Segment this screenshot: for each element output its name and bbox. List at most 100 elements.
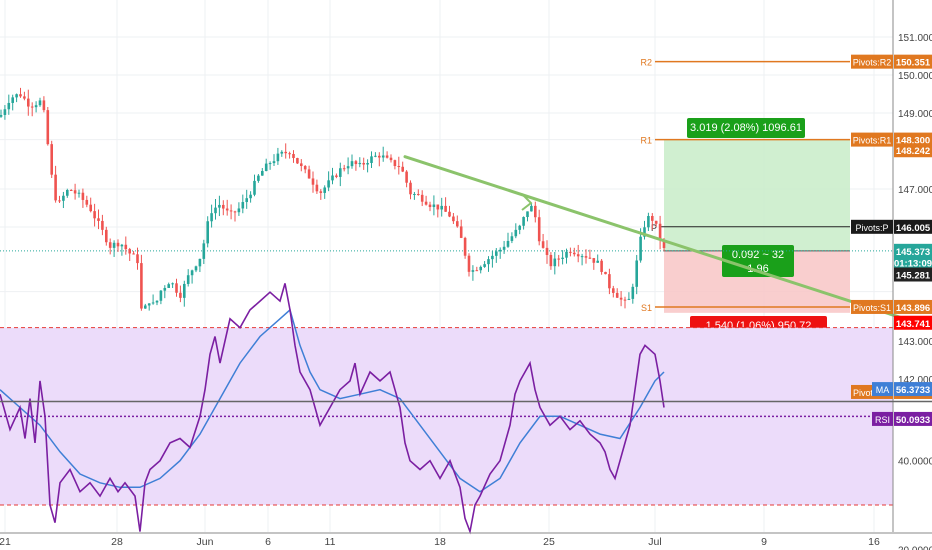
candle-body — [0, 114, 3, 117]
candle-body — [413, 193, 416, 195]
candle-body — [658, 223, 662, 240]
candle-body — [42, 100, 46, 111]
target-label[interactable]: 3.019 (2.08%) 1096.61 — [687, 118, 805, 138]
candle-body — [452, 216, 455, 222]
candle-body — [89, 204, 92, 212]
candle-body — [27, 98, 30, 107]
candle-body — [381, 155, 385, 158]
candle-body — [615, 292, 619, 298]
candle-body — [155, 300, 159, 303]
rsi-line[interactable] — [0, 283, 665, 535]
candle-body — [73, 190, 77, 194]
candle-body — [163, 287, 167, 291]
candle-body — [444, 205, 447, 212]
candlesticks[interactable] — [0, 87, 666, 311]
candle-body — [378, 155, 381, 158]
candle-body — [272, 161, 276, 164]
candle-body — [311, 178, 315, 185]
axis-label-value-bg — [894, 243, 932, 258]
candle-body — [151, 302, 155, 304]
candle-body — [619, 297, 623, 300]
candle-body — [303, 166, 307, 170]
axis-label: 143.741 — [894, 315, 932, 330]
candle-body — [261, 170, 264, 176]
axis-label: 145.281 — [894, 267, 932, 282]
price-axis-tick: 147.000 — [898, 185, 932, 196]
ma-tag-value-bg — [894, 382, 932, 397]
axis-label-value: 145.373 — [896, 247, 930, 258]
candle-body — [58, 200, 61, 202]
time-axis-tick: 9 — [761, 536, 767, 548]
candle-body — [526, 211, 529, 218]
candle-body — [389, 157, 393, 161]
candle-body — [639, 236, 642, 261]
candle-body — [97, 218, 100, 221]
candle-body — [342, 168, 346, 170]
axis-label-name: Pivots:R1 — [853, 136, 892, 146]
ma-tag-name-bg — [872, 382, 893, 397]
candle-body — [292, 153, 295, 159]
price-axis-tick: 149.000 — [898, 109, 932, 120]
candle-body — [592, 258, 596, 263]
candle-body — [159, 290, 163, 301]
candle-body — [417, 193, 420, 195]
candle-body — [448, 211, 451, 217]
axis-label-value-bg — [894, 255, 932, 270]
candle-body — [463, 237, 467, 256]
candle-body — [167, 284, 170, 288]
candle-body — [627, 298, 631, 300]
candle-body — [623, 299, 627, 301]
candle-body — [374, 155, 377, 157]
axis-label-value: 01:13:09 — [894, 259, 932, 270]
axis-label-value: 150.351 — [896, 58, 931, 69]
candle-body — [249, 194, 252, 199]
candle-body — [128, 249, 131, 254]
candle-body — [268, 163, 272, 165]
candle-body — [280, 151, 284, 154]
candle-body — [662, 239, 666, 249]
candle-body — [202, 243, 206, 259]
trendline[interactable] — [403, 155, 932, 330]
candle-body — [584, 256, 588, 258]
candle-body — [549, 254, 553, 267]
candle-body — [257, 175, 260, 181]
candle-body — [588, 257, 592, 259]
candle-body — [518, 225, 521, 230]
risk-reward-label-background — [722, 245, 794, 277]
trendline-marker — [521, 193, 533, 211]
candle-body — [487, 259, 490, 265]
candle-body — [354, 161, 358, 165]
candle-body — [409, 182, 412, 195]
candle-body — [66, 190, 69, 196]
candle-body — [561, 257, 564, 259]
candle-body — [296, 158, 299, 164]
candle-body — [175, 283, 178, 293]
candle-body — [424, 201, 428, 205]
candle-body — [237, 208, 241, 213]
candle-body — [600, 260, 603, 272]
candle-body — [565, 251, 568, 258]
axis-label-value-bg — [894, 219, 932, 234]
candle-body — [108, 242, 112, 248]
candle-body — [147, 303, 151, 306]
axis-label-name: Pivots:R2 — [853, 58, 892, 68]
candle-body — [276, 153, 280, 162]
rsi-pane[interactable] — [0, 283, 893, 535]
candle-body — [631, 286, 635, 299]
profit-zone[interactable] — [664, 139, 850, 251]
candle-body — [105, 229, 108, 243]
candle-body — [498, 249, 502, 252]
candle-body — [467, 255, 471, 272]
candle-body — [385, 155, 389, 158]
risk-reward-label-text: 0.092 ~ 32 — [732, 249, 784, 261]
rsi-tag-value: 50.0933 — [896, 415, 930, 426]
candle-body — [459, 226, 463, 238]
axis-label-name-bg — [851, 219, 893, 234]
axis-label-name-bg — [851, 299, 893, 314]
time-axis-tick: 6 — [265, 536, 271, 548]
candle-body — [171, 283, 174, 285]
rsi-tag-value-bg — [894, 411, 932, 426]
candle-body — [183, 283, 186, 298]
candle-body — [475, 270, 479, 272]
